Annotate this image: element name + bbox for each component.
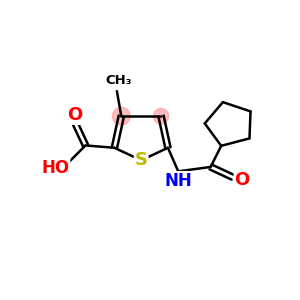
- Text: CH₃: CH₃: [105, 74, 132, 87]
- Text: S: S: [135, 151, 148, 169]
- Text: HO: HO: [41, 158, 70, 176]
- Text: O: O: [68, 106, 83, 124]
- Text: NH: NH: [164, 172, 192, 190]
- Text: O: O: [235, 171, 250, 189]
- Circle shape: [112, 107, 130, 125]
- Circle shape: [153, 108, 169, 124]
